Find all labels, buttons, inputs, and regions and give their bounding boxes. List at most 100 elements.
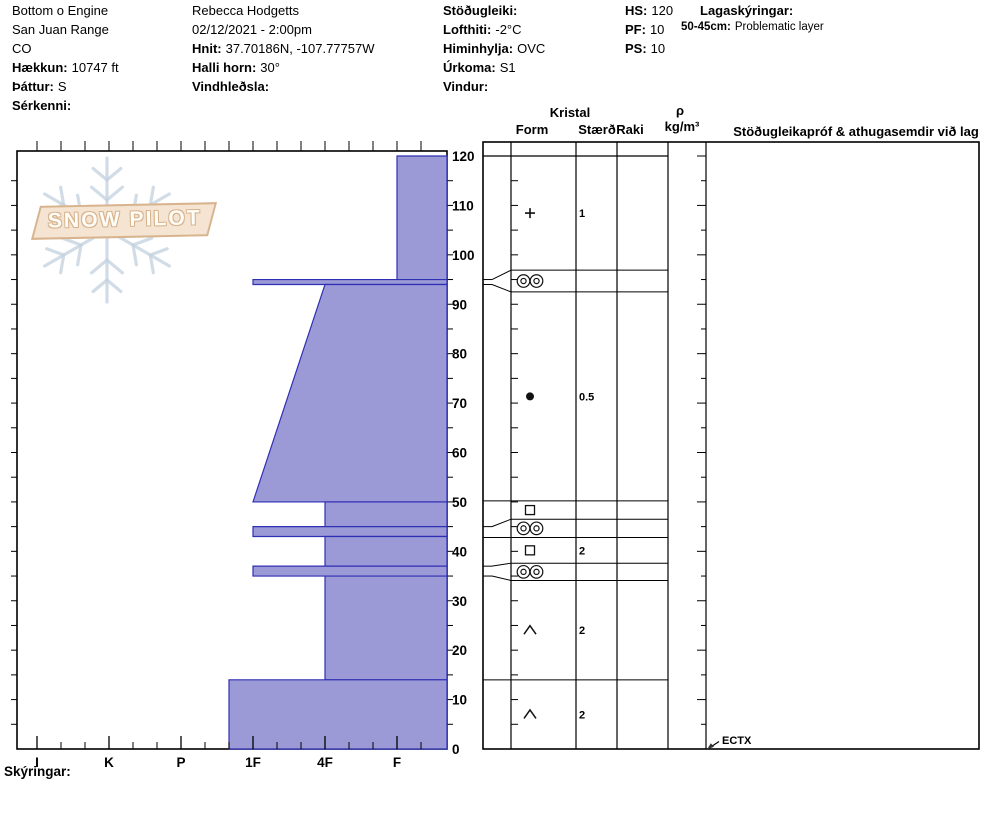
sky-value: OVC — [517, 41, 546, 56]
grain-symbol-DH — [523, 708, 537, 719]
grain-symbol-MFcr — [516, 521, 544, 536]
form-column-header: Form — [515, 122, 549, 137]
stability-label: Stöðugleiki: — [443, 3, 518, 18]
special-label: Sérkenni: — [12, 98, 72, 113]
snow-layer — [252, 278, 448, 286]
elevation-row: Hækkun: 10747 ft — [12, 58, 119, 77]
depth-tick-label: 80 — [452, 347, 467, 362]
precip-label: Úrkoma: — [443, 60, 496, 75]
hs-row: HS: 120 — [625, 1, 673, 20]
airtemp-label: Lofthiti: — [443, 22, 492, 37]
precip-value: S1 — [499, 60, 516, 75]
pf-value: 10 — [649, 22, 665, 37]
stability-row: Stöðugleiki: — [443, 1, 545, 20]
layer-note-text: Problematic layer — [734, 21, 824, 33]
snowpilot-banner: SNOW PILOT — [30, 202, 218, 240]
header-weather-block: Stöðugleiki: Lofthiti: -2°C Himinhylja: OV… — [443, 1, 545, 96]
slope-value: 30° — [260, 60, 280, 75]
grain-size-value: 2 — [579, 709, 585, 721]
slope-label: Halli horn: — [192, 60, 257, 75]
coords-value: 37.70186N, -107.77757W — [225, 41, 375, 56]
layer-note-depth: 50-45cm: — [681, 21, 731, 33]
range-name: San Juan Range — [12, 22, 109, 37]
pit-name: Bottom o Engine — [12, 3, 109, 18]
layer-pointer-wedge — [491, 269, 512, 280]
layer-note: 50-45cm: Problematic layer — [681, 20, 824, 34]
grain-size-value: 2 — [579, 625, 585, 637]
coords-row: Hnit: 37.70186N, -107.77757W — [192, 39, 375, 58]
hardness-tick-label: 1F — [245, 755, 261, 770]
observer-name: Rebecca Hodgetts — [192, 3, 299, 18]
snow-layer — [324, 535, 448, 567]
depth-tick-label: 20 — [452, 643, 467, 658]
size-column-header: Stærð — [578, 122, 616, 137]
hs-label: HS: — [625, 3, 648, 18]
windloading-label: Vindhleðsla: — [192, 79, 270, 94]
test-annotation-arrow-head — [707, 743, 714, 750]
grain-symbol-FC — [524, 504, 536, 516]
density-column-header: ρ — [675, 103, 685, 118]
pf-label: PF: — [625, 22, 646, 37]
layer-pointer-wedge — [491, 575, 512, 581]
snow-layer — [324, 501, 448, 528]
snow-layer — [252, 565, 448, 577]
depth-tick-label: 0 — [452, 742, 460, 757]
depth-tick-label: 100 — [452, 248, 475, 263]
grain-symbol-MFcr — [516, 564, 544, 579]
stability-test-result: ECTX — [722, 735, 752, 747]
layer-pointer-wedge — [491, 562, 512, 567]
legend-label: Skýringar: — [4, 764, 71, 779]
sky-row: Himinhylja: OVC — [443, 39, 545, 58]
state-name: CO — [12, 41, 32, 56]
pf-row: PF: 10 — [625, 20, 673, 39]
depth-tick-label: 40 — [452, 544, 467, 559]
snow-layer — [252, 526, 448, 538]
precip-row: Úrkoma: S1 — [443, 58, 545, 77]
grain-symbol-RG — [526, 392, 534, 401]
snow-layer — [324, 575, 448, 681]
hardness-tick-label: 4F — [317, 755, 333, 770]
grain-symbol-DH — [523, 624, 537, 635]
depth-tick-label: 60 — [452, 446, 467, 461]
hs-value: 120 — [651, 3, 674, 18]
ps-row: PS: 10 — [625, 39, 673, 58]
depth-tick-label: 30 — [452, 594, 467, 609]
hardness-tick-label: F — [393, 755, 401, 770]
wetness-column-header: Raki — [616, 122, 644, 137]
snowpilot-brand-text: SNOW PILOT — [47, 206, 202, 233]
snow-layer — [228, 679, 448, 750]
density-units-label: kg/m³ — [664, 119, 700, 134]
hardness-tick-label: K — [104, 755, 114, 770]
hardness-tick-label: I — [35, 755, 39, 770]
grain-symbol-MFcr — [516, 274, 544, 288]
hardness-tick-label: P — [176, 755, 185, 770]
crystal-header: Kristal — [549, 105, 591, 120]
grain-size-value: 2 — [579, 545, 585, 557]
airtemp-value: -2°C — [495, 22, 522, 37]
layer-pointer-wedge — [491, 518, 512, 528]
depth-tick-label: 90 — [452, 297, 467, 312]
aspect-label: Þáttur: — [12, 79, 54, 94]
wind-label: Vindur: — [443, 79, 489, 94]
elevation-label: Hækkun: — [12, 60, 68, 75]
depth-tick-label: 10 — [452, 693, 467, 708]
slope-row: Halli horn: 30° — [192, 58, 375, 77]
grain-size-value: 1 — [579, 208, 585, 220]
ps-value: 10 — [650, 41, 666, 56]
header-layer-notes-block: Lagaskýringar: 50-45cm: Problematic layer — [681, 1, 824, 34]
header-location-block: Bottom o Engine San Juan Range CO Hækkun… — [12, 1, 119, 115]
aspect-row: Þáttur: S — [12, 77, 119, 96]
special-row: Sérkenni: — [12, 96, 119, 115]
windloading-row: Vindhleðsla: — [192, 77, 375, 96]
coords-label: Hnit: — [192, 41, 222, 56]
snowpilot-logo: SNOW PILOT — [22, 146, 222, 316]
aspect-value: S — [57, 79, 67, 94]
header-snow-depths-block: HS: 120 PF: 10 PS: 10 — [625, 1, 673, 58]
wind-row: Vindur: — [443, 77, 545, 96]
layer-notes-title: Lagaskýringar: — [681, 1, 824, 20]
stability-tests-header: Stöðugleikapróf & athugasemdir við lag — [733, 124, 979, 139]
layer-pointer-wedge — [491, 284, 512, 293]
depth-tick-label: 70 — [452, 396, 467, 411]
